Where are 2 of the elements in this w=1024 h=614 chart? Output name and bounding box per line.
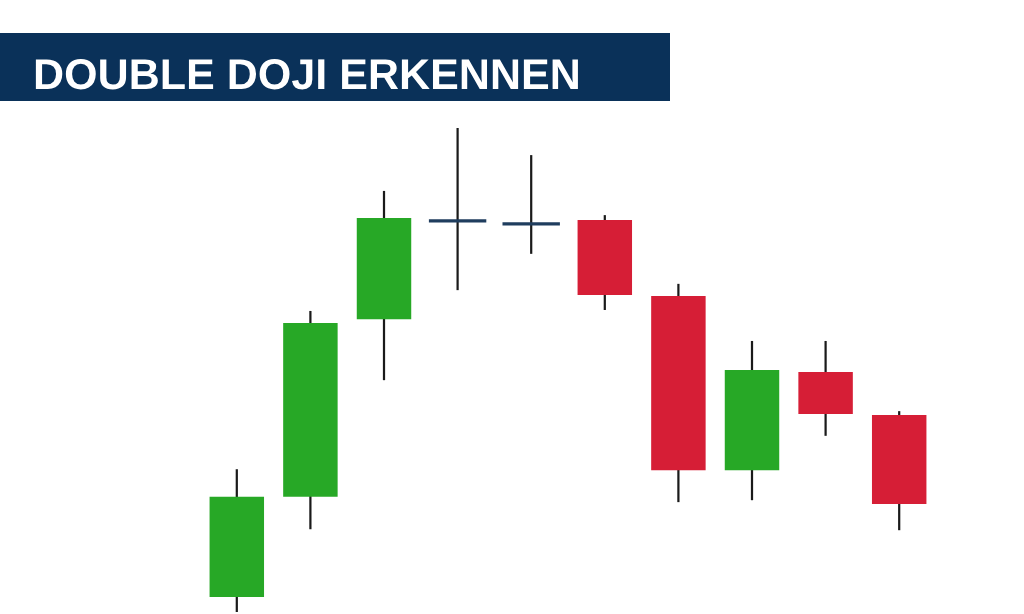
chart-title: DOUBLE DOJI ERKENNEN: [35, 58, 578, 90]
candlestick: [502, 153, 560, 255]
